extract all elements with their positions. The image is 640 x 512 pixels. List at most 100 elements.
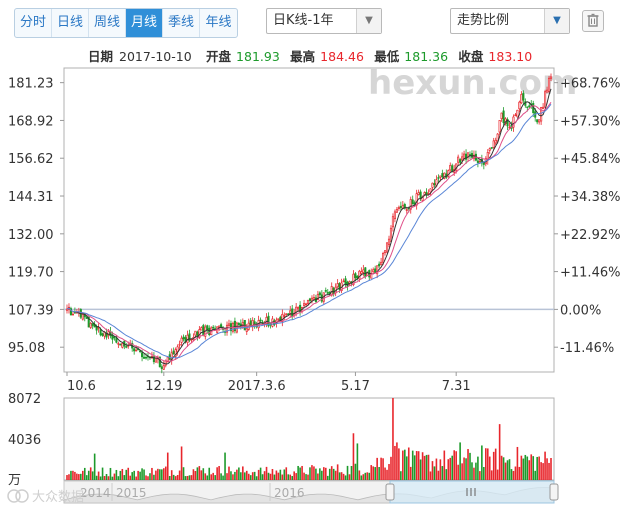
volume-bar-up [530,454,533,480]
logo-text: 大众数据 [32,490,84,505]
volume-bar-down [419,459,422,480]
volume-bar-down [441,466,444,480]
volume-bar-up [455,451,457,480]
kline-period-select[interactable]: 日K线-1年 ▼ [266,8,382,34]
candle-down [101,333,104,336]
ma-10-line [66,102,552,362]
volume-bar-up [417,451,420,480]
volume-bar-up [163,468,165,480]
candle-up [312,297,315,300]
candle-down [202,325,205,336]
candle-down [267,315,270,327]
volume-bar-down [321,470,323,480]
volume-bar-down [506,460,509,480]
candle-up [380,261,383,266]
navigator-grip-icon[interactable] [466,488,476,496]
percent-tick-label: +11.46% [560,266,620,281]
volume-bars [66,398,552,480]
tab-quarterly[interactable]: 季线 [163,9,200,37]
candle-up [360,271,363,274]
candle-up [385,242,389,253]
navigator-left-handle[interactable] [385,483,395,501]
volume-bar-down [378,467,380,480]
volume-bar-up [113,473,116,480]
volume-bar-up [72,470,74,480]
candle-down [160,366,163,369]
volume-bar-down [338,472,341,480]
volume-bar-down [80,473,82,480]
volume-bar-up [352,433,355,480]
tab-intraday[interactable]: 分时 [15,9,52,37]
volume-bar-down [101,467,104,480]
volume-bar-up [380,457,382,480]
volume-bar-up [488,456,491,480]
tab-daily[interactable]: 日线 [52,9,89,37]
candle-down [437,177,440,179]
volume-bar-up [427,454,430,480]
volume-bar-down [261,474,264,480]
volume-bar-down [184,476,187,480]
price-tick-label: 181.23 [8,77,54,92]
volume-bar-up [178,470,181,480]
volume-bar-down [534,470,536,480]
volume-bar-up [97,471,100,480]
volume-bar-up [151,467,153,480]
ohlc-info-bar: 日期 2017-10-10 开盘 181.93 最高 184.46 最低 181.36 … [88,49,532,64]
volume-bar-down [208,467,211,480]
volume-bar-up [145,475,147,480]
delete-button[interactable] [582,10,604,32]
navigator-year-2015: 2015 [116,486,147,500]
date-tick-label: 7.31 [442,379,471,394]
tab-weekly[interactable]: 周线 [89,9,126,37]
candle-up [384,250,387,254]
volume-bar-down [364,472,367,480]
volume-bar-up [127,467,130,480]
volume-bar-up [443,450,446,480]
volume-bar-up [236,469,238,480]
navigator-right-handle[interactable] [549,483,559,501]
candle-up [520,94,523,104]
price-tick-label: 119.70 [8,266,54,281]
volume-bar-up [257,469,260,480]
candle-down [182,336,185,340]
volume-bar-down [149,473,151,480]
volume-bar-down [332,468,335,480]
volume-bar-down [328,468,331,480]
volume-bar-up [232,474,234,480]
volume-bar-up [396,442,398,480]
volume-bar-up [409,466,412,480]
percent-tick-label: +68.76% [560,77,620,92]
volume-bar-up [366,472,369,480]
volume-panel [63,397,555,481]
volume-bar-down [93,453,96,480]
candle-up [417,192,420,195]
candle-up [117,343,120,345]
volume-bar-down [119,470,122,480]
candle-up [387,238,391,245]
volume-bar-up [293,471,295,480]
volume-bar-up [546,458,548,480]
volume-bar-up [348,474,351,480]
volume-bar-up [218,466,220,480]
volume-bar-down [133,470,135,480]
volume-bar-down [153,474,155,480]
volume-bar-up [467,449,469,480]
volume-bar-up [394,445,396,480]
tab-yearly[interactable]: 年线 [205,15,232,30]
date-axis: 10.6 12.19 2017.3.6 5.17 7.31 [66,372,471,394]
tab-monthly[interactable]: 月线 [126,9,163,37]
navigator-selection[interactable] [389,480,555,504]
candle-up [176,346,179,352]
volume-bar-down [115,469,118,480]
volume-bar-down [354,463,357,480]
volume-bar-down [459,442,461,480]
volume-bar-up [398,448,400,480]
ratio-select[interactable]: 走势比例 ▼ [450,8,570,34]
volume-bar-down [451,455,454,480]
volume-bar-down [131,472,133,480]
volume-bar-up [269,473,272,480]
volume-bar-up [245,470,248,480]
volume-bar-up [463,457,465,480]
candle-down [172,350,175,355]
volume-bar-up [486,448,489,480]
